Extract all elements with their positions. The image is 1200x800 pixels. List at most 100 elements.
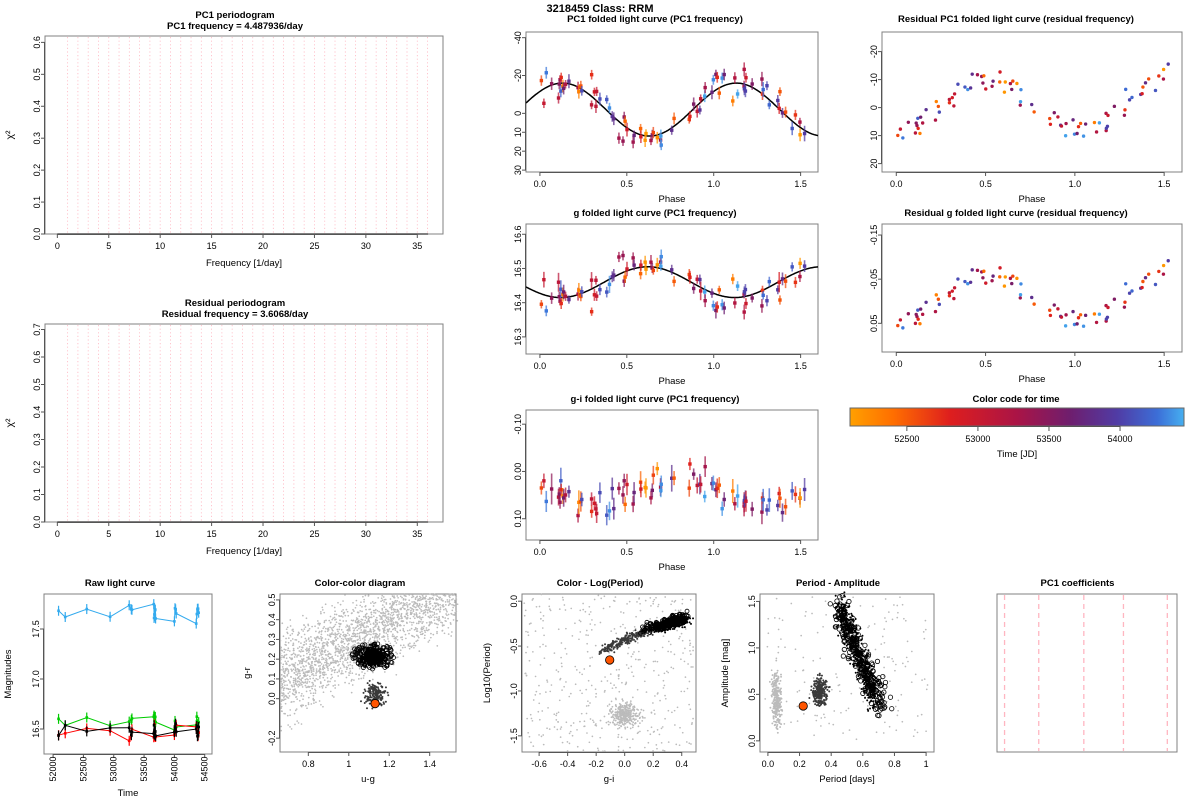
svg-text:-0.10: -0.10	[513, 414, 523, 435]
svg-text:0.5: 0.5	[621, 179, 634, 189]
svg-text:Magnitudes: Magnitudes	[3, 649, 14, 698]
panel-pc1-folded: PC1 folded light curve (PC1 frequency) 0…	[480, 14, 830, 206]
svg-text:5: 5	[106, 529, 111, 539]
svg-text:5: 5	[106, 241, 111, 251]
svg-text:0.2: 0.2	[32, 461, 42, 474]
svg-text:0.1: 0.1	[32, 488, 42, 501]
panel-pc1-periodogram: PC1 periodogram PC1 frequency = 4.487936…	[0, 8, 470, 293]
svg-text:0.0: 0.0	[534, 179, 547, 189]
svg-text:-20: -20	[869, 45, 879, 58]
pc1-periodogram-title: PC1 periodogram	[195, 10, 275, 21]
svg-text:52000: 52000	[48, 756, 58, 781]
svg-text:17.5: 17.5	[31, 620, 41, 638]
svg-text:0.5: 0.5	[32, 68, 42, 81]
panel-residual-g-folded: Residual g folded light curve (residual …	[832, 208, 1200, 393]
svg-text:54500: 54500	[200, 756, 210, 781]
pc1-coefficients-title: PC1 coefficients	[1040, 578, 1115, 589]
svg-text:54000: 54000	[1108, 434, 1133, 444]
svg-text:25: 25	[309, 529, 319, 539]
svg-text:0.7: 0.7	[32, 323, 42, 336]
svg-text:1.5: 1.5	[1158, 179, 1171, 189]
period-amplitude-title: Period - Amplitude	[795, 578, 881, 589]
svg-text:0.0: 0.0	[534, 547, 547, 557]
svg-text:-0.15: -0.15	[869, 225, 879, 246]
svg-text:1.0: 1.0	[707, 179, 720, 189]
svg-text:10: 10	[155, 529, 165, 539]
panel-color-color: Color-color diagram 0.8 1 1.2 1.4 0.5 0.4 0.3 0…	[240, 578, 480, 800]
svg-text:1.0: 1.0	[707, 547, 720, 557]
figure-header: 3218459 Class: RRM	[546, 3, 654, 15]
svg-text:0.1: 0.1	[267, 673, 277, 686]
svg-text:0.4: 0.4	[32, 406, 42, 419]
svg-text:-0.2: -0.2	[267, 730, 277, 746]
pc1-periodogram-plot: 0 5 10 15 20 25 30 35 0.6 0.5 0.4 0.3 0.2 0.1 0.0 Frequ…	[0, 8, 444, 269]
svg-text:35: 35	[412, 241, 422, 251]
svg-text:1.5: 1.5	[794, 361, 807, 371]
svg-text:-20: -20	[513, 69, 523, 82]
panel-colorbar: Color code for time 52500 53000 53500 54000…	[832, 394, 1200, 484]
svg-text:0.1: 0.1	[32, 196, 42, 209]
svg-text:52500: 52500	[78, 756, 88, 781]
svg-text:0.2: 0.2	[32, 164, 42, 177]
svg-text:-40: -40	[513, 31, 523, 44]
raw-light-curve-title: Raw light curve	[84, 578, 156, 589]
svg-text:0.5: 0.5	[979, 359, 992, 369]
svg-text:0: 0	[869, 105, 879, 110]
svg-text:16.3: 16.3	[513, 328, 523, 346]
svg-text:u-g: u-g	[361, 774, 375, 785]
colorbar-scale: 52500 53000 53500 54000 Time [JD]	[849, 407, 1185, 460]
panel-raw-light-curve: Raw light curve 52000 52500 53000 53500 5400…	[0, 578, 240, 800]
panel-gi-folded: g-i folded light curve (PC1 frequency) 0…	[480, 394, 830, 579]
residual-g-folded-plot: 0.0 0.5 1.0 1.5 -0.15 -0.05 0.05 Phase	[869, 223, 1183, 385]
svg-text:0.5: 0.5	[32, 378, 42, 391]
panel-period-amplitude: Period - Amplitude 0.0 0.2 0.4 0.6 0.8 1 1.5 1.…	[718, 578, 958, 800]
color-color-title: Color-color diagram	[314, 578, 406, 589]
svg-text:-10: -10	[869, 73, 879, 86]
svg-text:1.5: 1.5	[1158, 359, 1171, 369]
residual-pc1-folded-title: Residual PC1 folded light curve (residua…	[898, 14, 1134, 25]
svg-text:0.5: 0.5	[621, 547, 634, 557]
svg-text:0.05: 0.05	[869, 315, 879, 333]
svg-text:g-r: g-r	[242, 667, 253, 679]
svg-text:0.3: 0.3	[32, 132, 42, 145]
svg-text:10: 10	[155, 241, 165, 251]
svg-text:Phase: Phase	[1019, 194, 1046, 205]
svg-text:Phase: Phase	[659, 376, 686, 387]
svg-text:1: 1	[346, 759, 351, 769]
svg-text:53500: 53500	[139, 756, 149, 781]
svg-text:35: 35	[412, 529, 422, 539]
svg-text:16.4: 16.4	[513, 294, 523, 312]
svg-text:20: 20	[869, 159, 879, 169]
g-folded-plot: 0.0 0.5 1.0 1.5 16.3 16.4 16.5 16.6 Phase	[513, 223, 819, 387]
panel-residual-pc1-folded: Residual PC1 folded light curve (residua…	[832, 14, 1200, 206]
svg-text:0.2: 0.2	[267, 653, 277, 666]
pc1-coefficients-plot	[996, 593, 1178, 753]
svg-text:53000: 53000	[965, 434, 990, 444]
svg-text:1.5: 1.5	[794, 547, 807, 557]
gi-folded-title: g-i folded light curve (PC1 frequency)	[570, 394, 740, 405]
svg-text:15: 15	[207, 529, 217, 539]
svg-text:15: 15	[207, 241, 217, 251]
svg-text:Frequency [1/day]: Frequency [1/day]	[206, 258, 282, 269]
svg-text:54000: 54000	[169, 756, 179, 781]
residual-periodogram-subtitle: Residual frequency = 3.6068/day	[161, 309, 309, 320]
svg-text:0.0: 0.0	[890, 359, 903, 369]
svg-text:16.5: 16.5	[513, 260, 523, 278]
svg-text:52500: 52500	[894, 434, 919, 444]
svg-text:1.2: 1.2	[383, 759, 396, 769]
svg-text:16.6: 16.6	[513, 225, 523, 243]
svg-text:0: 0	[513, 111, 523, 116]
svg-text:53000: 53000	[109, 756, 119, 781]
svg-text:Frequency [1/day]: Frequency [1/day]	[206, 546, 282, 557]
svg-text:0.0: 0.0	[534, 361, 547, 371]
svg-text:1.4: 1.4	[423, 759, 436, 769]
svg-text:20: 20	[513, 146, 523, 156]
pc1-folded-plot: 0.0 0.5 1.0 1.5 -40 -20 0 10 20 30 Phase	[513, 31, 819, 205]
svg-text:1.0: 1.0	[1069, 359, 1082, 369]
svg-text:0.0: 0.0	[890, 179, 903, 189]
svg-text:χ²: χ²	[4, 418, 16, 428]
colorbar-title: Color code for time	[972, 394, 1060, 405]
svg-text:30: 30	[361, 241, 371, 251]
svg-text:1.5: 1.5	[794, 179, 807, 189]
svg-text:0.6: 0.6	[32, 36, 42, 49]
